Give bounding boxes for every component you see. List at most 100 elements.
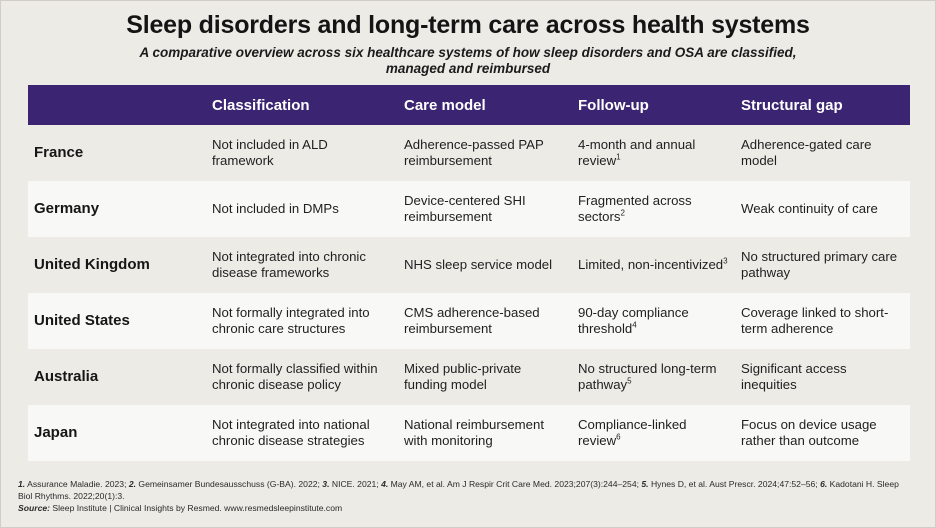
footnote-ref: 2 <box>620 208 625 218</box>
reference-number: 1. <box>18 479 26 489</box>
classification-cell-text: Not included in ALD framework <box>212 137 328 168</box>
source-line: Source: Sleep Institute | Clinical Insig… <box>18 503 915 515</box>
follow-up-cell: Compliance-linked review6 <box>572 405 735 461</box>
country-cell-text: Germany <box>34 200 100 217</box>
structural-gap-cell: Adherence-gated care model <box>735 125 910 181</box>
care-model-cell: CMS adherence-based reimbursement <box>398 293 572 349</box>
care-model-cell-text: National reimbursement with monitoring <box>404 417 544 448</box>
header-row: Classification Care model Follow-up Stru… <box>28 85 910 125</box>
page-subtitle: A comparative overview across six health… <box>139 45 797 76</box>
reference-text: NICE. 2021; <box>329 479 382 489</box>
page-title: Sleep disorders and long-term care acros… <box>126 11 810 39</box>
table-row: France Not included in ALD framework Adher… <box>28 125 910 181</box>
classification-cell: Not included in ALD framework <box>206 125 398 181</box>
reference-text: Gemeinsamer Bundesausschuss (G-BA). 2022… <box>136 479 323 489</box>
reference-number: 2. <box>128 479 137 489</box>
table-header: Classification Care model Follow-up Stru… <box>28 85 910 125</box>
care-model-cell-text: NHS sleep service model <box>404 257 553 272</box>
country-cell: Germany <box>28 181 206 237</box>
structural-gap-cell: Coverage linked to short-term adherence <box>735 293 910 349</box>
country-cell-text: France <box>34 144 84 161</box>
structural-gap-cell-text: Significant access inequities <box>741 361 847 392</box>
country-cell: United States <box>28 293 206 349</box>
reference-text: Kadotani H. Sleep Biol Rhythms. 2022;20(… <box>18 479 899 501</box>
comparison-table: Classification Care model Follow-up Stru… <box>28 85 910 461</box>
header-care-model: Care model <box>398 85 572 125</box>
table-row: Germany Not included in DMPs Device-center… <box>28 181 910 237</box>
table-row: United Kingdom Not integrated into chroni… <box>28 237 910 293</box>
follow-up-cell-text: Limited, non-incentivized <box>578 257 724 272</box>
follow-up-cell-text: 4-month and annual review <box>578 137 696 168</box>
follow-up-cell: 4-month and annual review1 <box>572 125 735 181</box>
classification-cell-text: Not included in DMPs <box>212 201 339 216</box>
care-model-cell-text: Device-centered SHI reimbursement <box>404 193 526 224</box>
follow-up-cell: Fragmented across sectors2 <box>572 181 735 237</box>
country-cell: Japan <box>28 405 206 461</box>
care-model-cell: Device-centered SHI reimbursement <box>398 181 572 237</box>
structural-gap-cell-text: No structured primary care pathway <box>741 249 898 280</box>
care-model-cell-text: Mixed public-private funding model <box>404 361 522 392</box>
structural-gap-cell: Weak continuity of care <box>735 181 910 237</box>
structural-gap-cell: Significant access inequities <box>735 349 910 405</box>
classification-cell: Not integrated into national chronic dis… <box>206 405 398 461</box>
classification-cell-text: Not integrated into national chronic dis… <box>212 417 370 448</box>
structural-gap-cell-text: Coverage linked to short-term adherence <box>741 305 889 336</box>
references-list: 1. Assurance Maladie. 2023; 2. Gemeinsam… <box>18 479 915 502</box>
care-model-cell-text: Adherence-passed PAP reimbursement <box>404 137 544 168</box>
footnote-ref: 6 <box>616 432 621 442</box>
structural-gap-cell-text: Weak continuity of care <box>741 201 878 216</box>
classification-cell: Not integrated into chronic disease fram… <box>206 237 398 293</box>
classification-cell: Not included in DMPs <box>206 181 398 237</box>
country-cell: United Kingdom <box>28 237 206 293</box>
country-cell: Australia <box>28 349 206 405</box>
follow-up-cell: 90-day compliance threshold4 <box>572 293 735 349</box>
classification-cell-text: Not formally classified within chronic d… <box>212 361 378 392</box>
structural-gap-cell: No structured primary care pathway <box>735 237 910 293</box>
reference-text: Hynes D, et al. Aust Prescr. 2024;47:52–… <box>648 479 821 489</box>
footnote-ref: 4 <box>632 320 637 330</box>
structural-gap-cell-text: Focus on device usage rather than outcom… <box>741 417 877 448</box>
comparison-table-wrapper: Classification Care model Follow-up Stru… <box>28 85 910 461</box>
source-text: Sleep Institute | Clinical Insights by R… <box>50 503 343 513</box>
footnote-ref: 3 <box>723 256 728 266</box>
follow-up-cell: No structured long-term pathway5 <box>572 349 735 405</box>
follow-up-cell: Limited, non-incentivized3 <box>572 237 735 293</box>
reference-text: May AM, et al. Am J Respir Crit Care Med… <box>388 479 642 489</box>
follow-up-cell-text: No structured long-term pathway <box>578 361 717 392</box>
country-cell: France <box>28 125 206 181</box>
reference-number: 3. <box>322 479 330 489</box>
care-model-cell-text: CMS adherence-based reimbursement <box>404 305 540 336</box>
care-model-cell: Adherence-passed PAP reimbursement <box>398 125 572 181</box>
follow-up-cell-text: Fragmented across sectors <box>578 193 692 224</box>
country-cell-text: United Kingdom <box>34 256 150 273</box>
reference-number: 4. <box>381 479 389 489</box>
country-cell-text: Japan <box>34 424 78 441</box>
reference-number: 6. <box>820 479 828 489</box>
header-follow-up: Follow-up <box>572 85 735 125</box>
table-body: France Not included in ALD framework Adher… <box>28 125 910 461</box>
care-model-cell: NHS sleep service model <box>398 237 572 293</box>
care-model-cell: National reimbursement with monitoring <box>398 405 572 461</box>
footnote-ref: 1 <box>616 152 621 162</box>
care-model-cell: Mixed public-private funding model <box>398 349 572 405</box>
follow-up-cell-text: Compliance-linked review <box>578 417 687 448</box>
classification-cell-text: Not formally integrated into chronic car… <box>212 305 370 336</box>
table-row: United States Not formally integrated int… <box>28 293 910 349</box>
reference-text: Assurance Maladie. 2023; <box>25 479 129 489</box>
source-label: Source: <box>18 503 50 513</box>
structural-gap-cell: Focus on device usage rather than outcom… <box>735 405 910 461</box>
country-cell-text: Australia <box>34 368 99 385</box>
header-empty <box>28 85 206 125</box>
classification-cell: Not formally classified within chronic d… <box>206 349 398 405</box>
table-row: Australia Not formally classified within … <box>28 349 910 405</box>
header-structural-gap: Structural gap <box>735 85 910 125</box>
country-cell-text: United States <box>34 312 130 329</box>
footnotes: 1. Assurance Maladie. 2023; 2. Gemeinsam… <box>18 479 915 515</box>
header-classification: Classification <box>206 85 398 125</box>
structural-gap-cell-text: Adherence-gated care model <box>741 137 872 168</box>
table-row: Japan Not integrated into national chroni… <box>28 405 910 461</box>
classification-cell-text: Not integrated into chronic disease fram… <box>212 249 366 280</box>
classification-cell: Not formally integrated into chronic car… <box>206 293 398 349</box>
follow-up-cell-text: 90-day compliance threshold <box>578 305 689 336</box>
